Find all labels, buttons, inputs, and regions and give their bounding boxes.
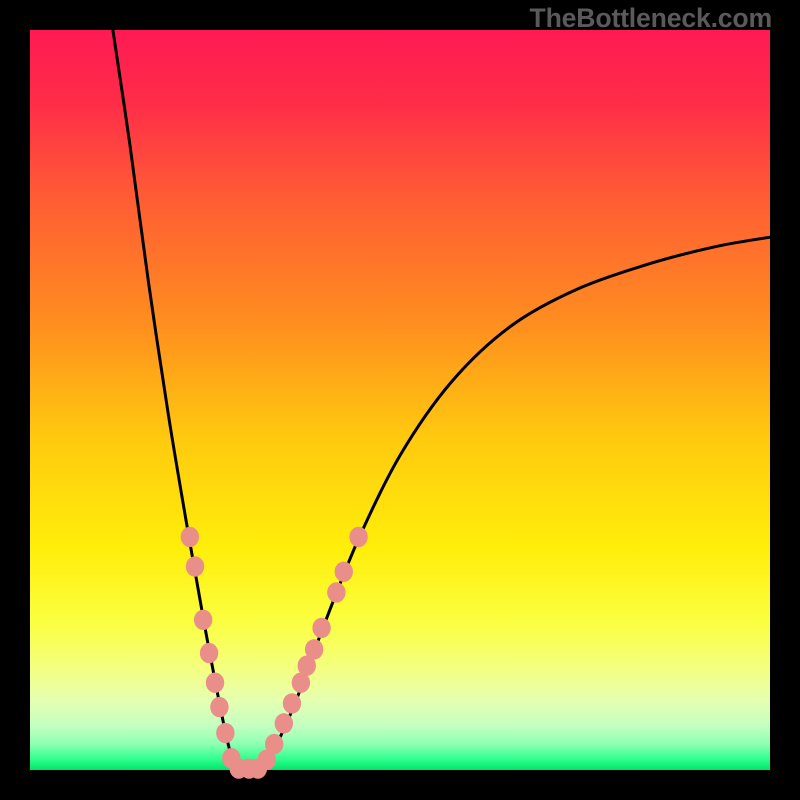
data-point: [265, 734, 283, 754]
curve-layer: [0, 0, 800, 800]
watermark-text: TheBottleneck.com: [530, 3, 772, 34]
data-point: [206, 672, 224, 692]
data-point: [181, 527, 199, 547]
data-point: [312, 618, 330, 638]
data-point: [327, 582, 345, 602]
data-point: [210, 697, 228, 717]
data-point: [305, 639, 323, 659]
data-point: [283, 693, 301, 713]
data-point: [200, 643, 218, 663]
data-point: [275, 713, 293, 733]
chart-canvas: TheBottleneck.com: [0, 0, 800, 800]
data-point: [194, 610, 212, 630]
data-point: [349, 527, 367, 547]
data-point: [335, 561, 353, 581]
data-point: [216, 723, 234, 743]
data-point: [186, 556, 204, 576]
